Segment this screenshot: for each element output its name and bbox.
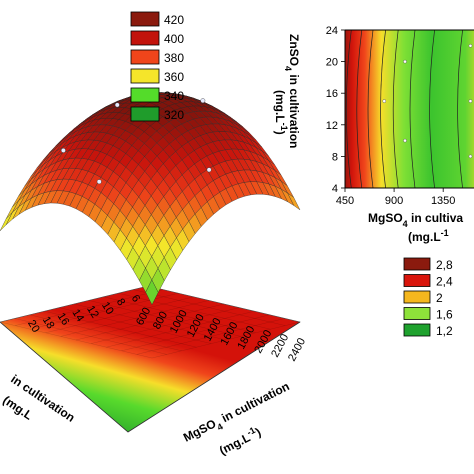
- contour-x-ticks: 45090013501800: [336, 188, 455, 207]
- contour-point: [468, 99, 473, 103]
- contour-legend-label: 1,2: [436, 324, 453, 338]
- contour-x-tick-label: 900: [385, 195, 403, 207]
- contour-y-tick-label: 20: [326, 57, 338, 69]
- floor-grid-line: [91, 307, 240, 344]
- contour-y-tick-label: 24: [326, 25, 338, 37]
- floor-grid-line: [29, 314, 182, 352]
- floor-grid-line: [44, 310, 197, 348]
- legend-swatch: [130, 49, 160, 65]
- floor-edge-left: [0, 321, 301, 433]
- surface-point: [200, 98, 206, 104]
- contour-y-tick-label: 8: [332, 151, 338, 163]
- legend-label: 320: [164, 108, 184, 122]
- floor-grid-line: [59, 307, 212, 344]
- y-tick-label: 12: [84, 304, 101, 321]
- y-tick-label: 6: [129, 293, 142, 305]
- surface-legend: 420 400 380 360 340 320: [130, 11, 184, 122]
- floor-grid-line: [0, 321, 153, 359]
- y-tick-label: 18: [40, 314, 57, 331]
- floor-grid-line: [151, 321, 301, 359]
- contour-x-tick-label: 1350: [431, 195, 455, 207]
- floor-grid-line: [118, 292, 271, 330]
- legend-swatch: [130, 30, 160, 46]
- legend-label: 420: [164, 13, 184, 27]
- floor-grid-line: [106, 310, 255, 348]
- contour-point: [403, 138, 407, 143]
- floor-grid-line: [147, 285, 301, 323]
- legend-label: 340: [164, 89, 184, 103]
- contour-legend: 2,8 2,4 2 1,6 1,2: [403, 257, 453, 338]
- y-tick-label: 20: [25, 318, 42, 335]
- y-tick-label: 14: [69, 307, 86, 324]
- y-tick-label: 16: [55, 311, 72, 328]
- contour-y-ticks: 4 8 12 16 20 24: [326, 25, 345, 195]
- floor-grid-line: [133, 289, 286, 326]
- legend-swatch: [130, 106, 160, 122]
- y-tick-label: 8: [114, 296, 127, 308]
- legend-swatch: [130, 87, 160, 103]
- contour-fill: [345, 30, 474, 188]
- surface-point: [60, 148, 66, 153]
- legend-swatch: [130, 68, 160, 84]
- contour-y-tick-label: 16: [326, 88, 338, 100]
- contour-y-label: ZnSO4 in cultivation: [283, 34, 301, 148]
- contour-line: [457, 30, 463, 188]
- surface-mesh: [0, 92, 301, 306]
- contour-line: [345, 30, 352, 188]
- contour-lines: [345, 30, 463, 188]
- contour-x-tick-label: 450: [336, 195, 354, 207]
- floor-grid-line: [121, 314, 270, 352]
- contour-legend-swatch: [403, 290, 431, 304]
- contour-legend-swatch: [403, 274, 431, 287]
- contour-y-unit: (mg.L-1): [273, 90, 289, 135]
- contour-y-tick-label: 4: [332, 183, 338, 195]
- legend-swatch: [130, 11, 160, 27]
- floor-grid-line: [88, 300, 241, 337]
- floor-grid: [0, 285, 301, 359]
- contour-line: [356, 30, 363, 188]
- surface-cell: [145, 279, 159, 306]
- legend-label: 360: [164, 70, 184, 84]
- legend-label: 380: [164, 51, 184, 65]
- contour-legend-swatch: [403, 307, 431, 320]
- contour-legend-label: 1,6: [436, 308, 453, 322]
- surface-cell: [0, 212, 13, 232]
- contour-x-unit: (mg.L-1: [408, 228, 449, 244]
- contour-line: [429, 30, 435, 188]
- floor-grid-line: [75, 303, 225, 341]
- contour-line: [380, 30, 386, 188]
- contour-line: [367, 30, 374, 188]
- contour-point: [468, 154, 473, 159]
- floor-grid-line: [0, 285, 149, 323]
- contour-line: [392, 30, 399, 188]
- floor-grid-line: [15, 289, 164, 326]
- contour-point: [382, 99, 387, 103]
- legend-label: 400: [164, 32, 184, 46]
- floor-grid-line: [136, 318, 285, 355]
- floor-grid-line: [60, 300, 209, 337]
- contour-point: [403, 59, 407, 64]
- contour-points: [382, 44, 473, 159]
- y-tick-label: 10: [99, 300, 116, 317]
- surface-point: [114, 102, 120, 108]
- contour-legend-label: 2,4: [436, 275, 453, 289]
- contour-legend-label: 2: [436, 291, 443, 305]
- contour-legend-swatch: [403, 257, 431, 271]
- contour-y-tick-label: 12: [326, 120, 338, 132]
- floor-grid-line: [45, 296, 194, 334]
- contour-legend-swatch: [403, 323, 431, 337]
- contour-point: [468, 44, 473, 48]
- contour-line: [409, 30, 416, 188]
- contour-legend-label: 2,8: [436, 258, 453, 272]
- floor-grid-line: [14, 318, 167, 355]
- floor-grid-line: [103, 296, 256, 334]
- surface-point: [206, 167, 212, 173]
- floor-grid-line: [73, 303, 227, 341]
- contour-x-label: MgSO4 in cultiva: [368, 211, 463, 229]
- surface-point: [96, 179, 102, 185]
